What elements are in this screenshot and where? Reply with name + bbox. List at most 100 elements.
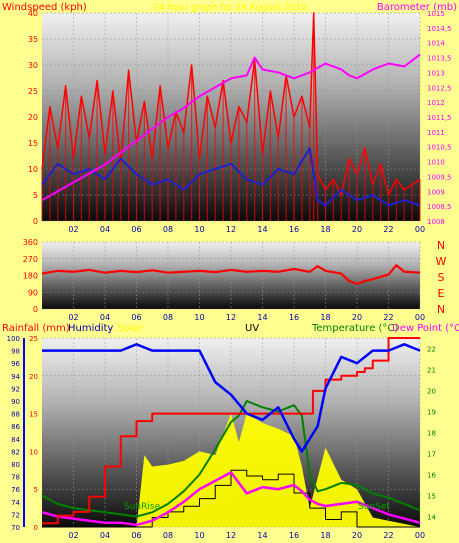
x-tick-label: 08: [163, 531, 173, 540]
x-tick-label: 10: [194, 531, 204, 540]
x-tick-label: 06: [131, 313, 141, 322]
x-tick-label: 20: [352, 531, 362, 540]
y-tick-label: 1010: [427, 159, 445, 167]
y-tick-label: 74: [11, 499, 20, 507]
y-tick-label: 86: [11, 423, 20, 431]
direction-label-s: S: [438, 271, 445, 284]
humidity-line: [42, 343, 421, 453]
direction-label-e: E: [438, 287, 445, 300]
y-tick-label: 90: [11, 398, 20, 406]
x-tick-label: 12: [226, 313, 236, 322]
y-tick-label: 25: [28, 87, 38, 96]
x-tick-label: 06: [131, 531, 141, 540]
y-tick-label: 22: [427, 346, 436, 354]
y-tick-label: 84: [11, 436, 20, 444]
x-tick-label: 14: [257, 313, 267, 322]
y-tick-label: 1009,5: [427, 173, 452, 181]
y-tick-label: 90: [28, 288, 38, 297]
direction-label-n2: N: [437, 303, 445, 316]
y-tick-label: 70: [11, 524, 20, 532]
x-tick-label: 18: [320, 313, 330, 322]
x-tick-label: 08: [163, 225, 173, 234]
windspeed-line: [41, 12, 421, 196]
y-tick-label: 82: [11, 448, 20, 456]
y-tick-label: 1015: [427, 10, 445, 18]
chart-title: 24 hour graph for 19 August 2010: [153, 3, 307, 13]
y-tick-label: 15: [427, 493, 436, 501]
y-tick-label: 1008,5: [427, 203, 452, 211]
y-tick-label: 98: [11, 348, 20, 356]
y-tick-label: 76: [11, 486, 20, 494]
x-tick-label: 14: [257, 531, 267, 540]
x-tick-label: 04: [100, 531, 110, 540]
y-tick-label: 0: [33, 217, 38, 226]
direction-label-n1: N: [437, 239, 445, 252]
temperature-label: Temperature (°C): [311, 323, 398, 334]
x-tick-label: 02: [68, 531, 78, 540]
y-tick-label: 1009: [427, 188, 445, 196]
barometer-axis-label: Barometer (mb): [377, 2, 457, 13]
x-tick-label: 00: [415, 313, 425, 322]
x-tick-label: 10: [194, 313, 204, 322]
x-tick-label: 02: [68, 313, 78, 322]
uv-label: UV: [245, 323, 259, 334]
y-tick-label: 17: [427, 451, 436, 459]
y-tick-label: 21: [427, 367, 436, 375]
y-tick-label: 40: [28, 9, 38, 18]
dewpoint-line: [41, 471, 421, 527]
x-tick-label: 22: [383, 313, 393, 322]
y-tick-label: 1013,5: [427, 55, 452, 63]
y-tick-label: 19: [427, 409, 436, 417]
y-tick-label: 20: [28, 113, 38, 122]
y-tick-label: 72: [11, 511, 20, 519]
x-tick-label: 16: [289, 531, 299, 540]
y-tick-label: 180: [23, 272, 38, 281]
y-tick-label: 5: [33, 191, 38, 200]
y-tick-label: 1012,5: [427, 84, 452, 92]
x-tick-label: 08: [163, 313, 173, 322]
y-tick-label: 1010,5: [427, 144, 452, 152]
x-tick-label: 20: [352, 313, 362, 322]
y-tick-label: 35: [28, 35, 38, 44]
y-tick-label: 25: [29, 335, 38, 343]
rain-humidity-temp-chart: 02 04 06 08 10 12 14 16 18 20 22 00 70 72 74 76 78 80 82 84…: [7, 335, 437, 540]
windspeed-axis-label: Windspeed (kph): [2, 2, 87, 13]
y-tick-label: 18: [427, 430, 436, 438]
x-tick-label: 12: [226, 531, 236, 540]
x-tick-label: 22: [383, 531, 393, 540]
y-tick-label: 78: [11, 474, 20, 482]
y-tick-label: 1013: [427, 69, 445, 77]
x-tick-label: 06: [131, 225, 141, 234]
y-tick-label: 88: [11, 411, 20, 419]
y-tick-label: 10: [28, 165, 38, 174]
x-tick-label: 04: [100, 225, 110, 234]
x-tick-label: 00: [415, 531, 425, 540]
x-tick-label: 00: [415, 225, 425, 234]
x-tick-label: 18: [320, 531, 330, 540]
y-tick-label: 30: [28, 61, 38, 70]
solar-label: Solar: [117, 323, 143, 334]
y-tick-label: 15: [28, 139, 38, 148]
y-tick-label: 1012: [427, 99, 445, 107]
direction-label-w: W: [436, 255, 447, 268]
rainfall-label: Rainfall (mm): [2, 323, 70, 334]
x-tick-label: 12: [226, 225, 236, 234]
y-tick-label: 14: [427, 514, 436, 522]
y-tick-label: 96: [11, 360, 20, 368]
x-tick-label: 10: [194, 225, 204, 234]
sunrise-annotation: SunRise: [124, 502, 161, 512]
x-tick-label: 02: [68, 225, 78, 234]
y-tick-label: 10: [29, 448, 38, 456]
y-tick-label: 270: [23, 255, 38, 264]
y-tick-label: 1008: [427, 218, 445, 226]
sunset-annotation: SunSet: [358, 502, 390, 512]
x-tick-label: 16: [289, 313, 299, 322]
y-tick-label: 1014,5: [427, 25, 452, 33]
y-tick-label: 15: [29, 411, 38, 419]
y-tick-label: 1011,5: [427, 114, 452, 122]
y-tick-label: 1011: [427, 129, 445, 137]
barometer-line: [41, 53, 421, 202]
y-tick-label: 16: [427, 472, 436, 480]
y-tick-label: 1014: [427, 40, 445, 48]
